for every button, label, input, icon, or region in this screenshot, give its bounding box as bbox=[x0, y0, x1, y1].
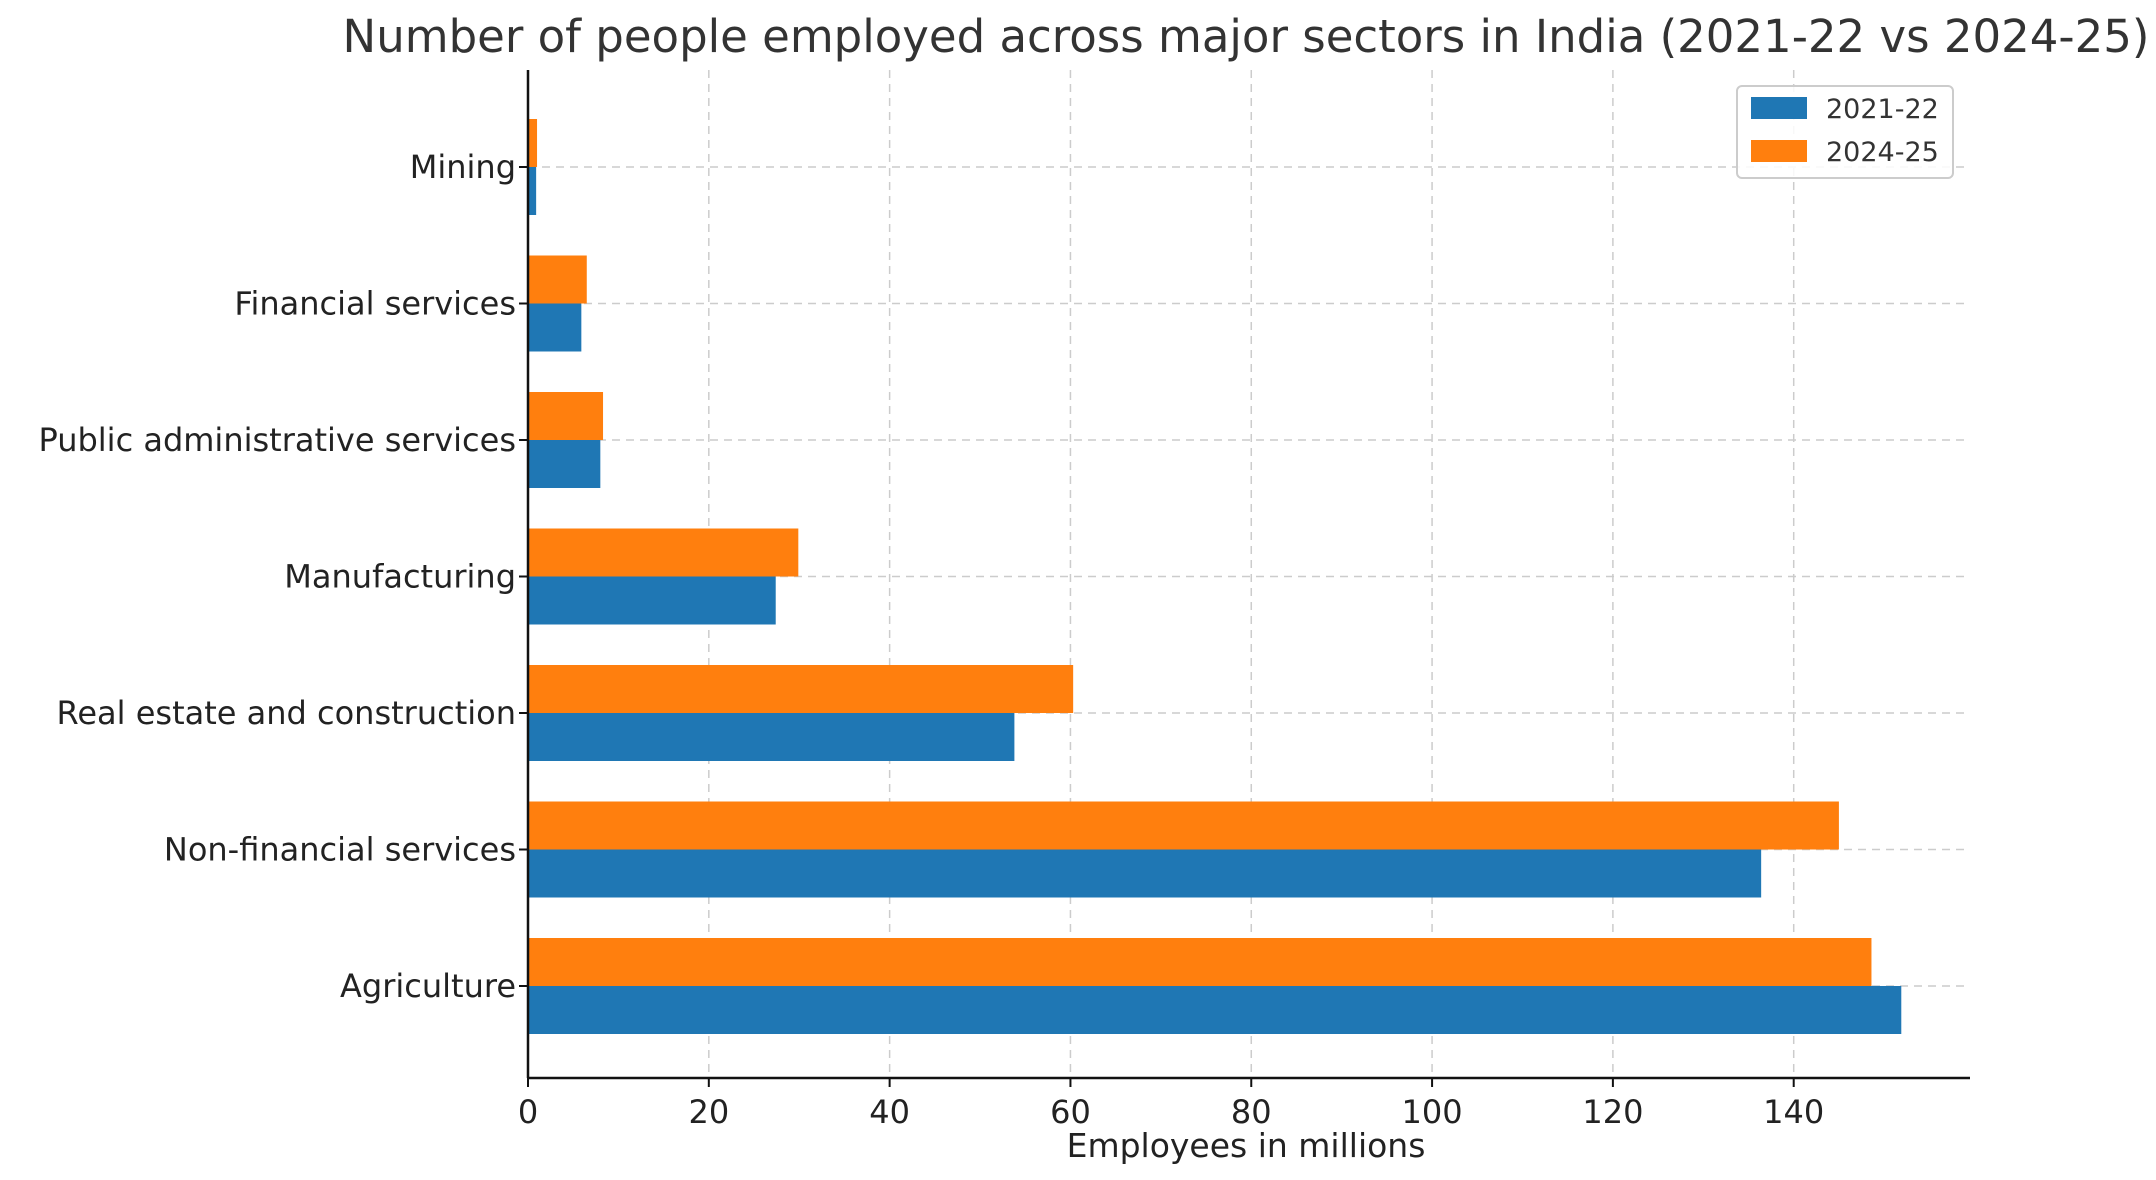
y-tick-label: Manufacturing bbox=[284, 558, 516, 596]
x-tick-label: 80 bbox=[1231, 1093, 1272, 1131]
bar-2024-25-public-administrative-services bbox=[528, 392, 604, 440]
x-tick-label: 40 bbox=[869, 1093, 910, 1131]
y-tick-label: Mining bbox=[410, 148, 516, 186]
bar-2021-22-mining bbox=[528, 167, 537, 215]
bar-2021-22-financial-services bbox=[528, 303, 582, 352]
y-tick-label: Financial services bbox=[234, 285, 516, 323]
bar-2024-25-manufacturing bbox=[528, 528, 799, 577]
x-tick-label: 100 bbox=[1402, 1093, 1463, 1131]
legend-label-2024-25: 2024-25 bbox=[1826, 137, 1939, 168]
bar-2021-22-public-administrative-services bbox=[528, 440, 601, 488]
legend: 2021-22 2024-25 bbox=[1736, 85, 1954, 179]
x-axis-ticks: 0 20 40 60 80 100 120 140 bbox=[518, 1078, 1824, 1131]
legend-swatch-2024-25 bbox=[1751, 140, 1807, 162]
bars bbox=[528, 119, 1902, 1034]
x-axis-label: Employees in millions bbox=[1067, 1126, 1426, 1165]
x-tick-label: 20 bbox=[688, 1093, 729, 1131]
bar-2021-22-agriculture bbox=[528, 986, 1902, 1034]
bar-2021-22-real-estate-and-construction bbox=[528, 713, 1015, 761]
bar-2021-22-manufacturing bbox=[528, 576, 776, 625]
bar-2024-25-real-estate-and-construction bbox=[528, 665, 1074, 713]
bar-2024-25-agriculture bbox=[528, 938, 1872, 986]
y-tick-label: Public administrative services bbox=[38, 421, 516, 459]
x-tick-label: 140 bbox=[1763, 1093, 1824, 1131]
x-tick-label: 120 bbox=[1582, 1093, 1643, 1131]
x-tick-label: 0 bbox=[518, 1093, 538, 1131]
y-tick-label: Non-financial services bbox=[164, 831, 516, 869]
bar-2021-22-non-financial-services bbox=[528, 849, 1762, 898]
legend-label-2021-22: 2021-22 bbox=[1826, 94, 1939, 125]
bar-2024-25-financial-services bbox=[528, 255, 587, 304]
y-tick-label: Real estate and construction bbox=[57, 694, 516, 732]
legend-swatch-2021-22 bbox=[1751, 97, 1807, 119]
bar-2024-25-mining bbox=[528, 119, 538, 167]
y-tick-label: Agriculture bbox=[340, 967, 516, 1005]
y-axis-ticks: Agriculture Non-financial services Real es… bbox=[38, 148, 528, 1005]
x-tick-label: 60 bbox=[1050, 1093, 1091, 1131]
axes bbox=[526, 70, 1970, 1080]
chart-title: Number of people employed across major s… bbox=[343, 10, 2150, 63]
bar-2024-25-non-financial-services bbox=[528, 801, 1839, 850]
